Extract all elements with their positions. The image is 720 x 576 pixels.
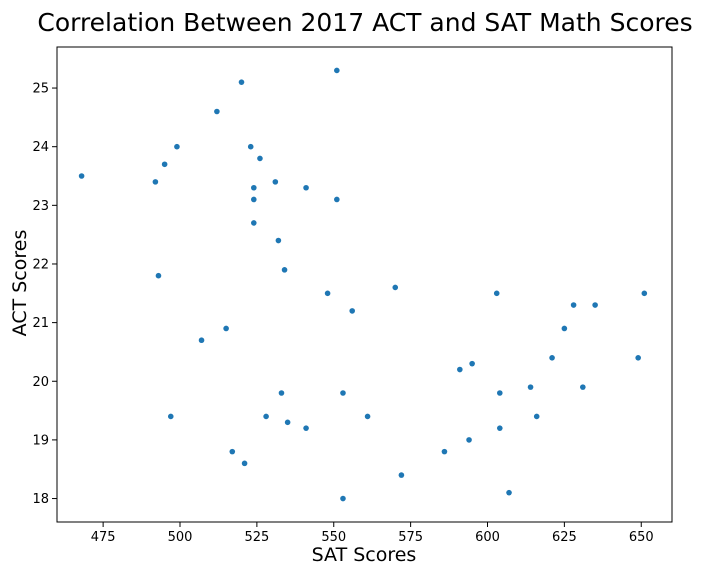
data-point <box>251 220 257 226</box>
data-point <box>364 413 371 420</box>
y-tick-label: 20 <box>32 375 49 390</box>
data-point <box>257 155 263 162</box>
data-point <box>275 237 282 244</box>
data-point <box>592 302 598 308</box>
data-point <box>324 290 331 297</box>
data-point <box>303 184 309 191</box>
data-point <box>466 437 472 443</box>
y-axis: 18 19 20 21 22 23 24 25 <box>32 82 57 507</box>
y-tick-label: 21 <box>32 316 49 331</box>
data-point <box>161 161 168 168</box>
data-point <box>284 419 291 426</box>
y-tick-label: 19 <box>32 433 49 448</box>
data-points <box>78 67 648 502</box>
data-point <box>78 173 85 179</box>
data-point <box>334 67 340 74</box>
data-point <box>635 355 641 361</box>
data-point <box>497 425 503 431</box>
y-axis-label: ACT Scores <box>9 230 31 337</box>
data-point <box>580 384 586 390</box>
data-point <box>441 448 448 455</box>
x-axis: 475 500 525 550 575 600 625 650 <box>91 522 654 545</box>
data-point <box>241 460 248 467</box>
data-point <box>493 290 500 297</box>
data-point <box>214 108 220 115</box>
data-point <box>392 284 399 291</box>
data-point <box>152 179 159 185</box>
data-point <box>334 196 340 203</box>
y-tick-label: 22 <box>32 257 49 272</box>
data-point <box>229 448 236 455</box>
data-point <box>398 472 405 478</box>
chart-title: Correlation Between 2017 ACT and SAT Mat… <box>37 8 692 37</box>
y-tick-label: 24 <box>32 140 49 155</box>
data-point <box>527 384 534 390</box>
x-axis-label: SAT Scores <box>312 544 417 566</box>
data-point <box>251 196 257 203</box>
data-point <box>251 184 257 191</box>
y-tick-label: 23 <box>32 199 49 214</box>
y-tick-label: 18 <box>32 492 49 507</box>
data-point <box>457 366 463 373</box>
x-tick-label: 600 <box>475 530 500 545</box>
data-point <box>223 325 229 332</box>
data-point <box>278 390 285 396</box>
data-point <box>340 390 346 396</box>
data-point <box>533 413 540 420</box>
data-point <box>561 325 568 332</box>
x-tick-label: 500 <box>168 530 193 545</box>
data-point <box>281 267 288 273</box>
data-point <box>340 495 346 502</box>
x-tick-label: 550 <box>321 530 346 545</box>
data-point <box>469 360 475 367</box>
data-point <box>506 489 512 496</box>
data-point <box>349 308 356 314</box>
x-tick-label: 650 <box>629 530 654 545</box>
data-point <box>263 413 269 420</box>
x-tick-label: 525 <box>244 530 269 545</box>
data-point <box>497 390 503 396</box>
x-tick-label: 575 <box>398 530 423 545</box>
plot-area <box>56 46 673 523</box>
data-point <box>174 143 180 150</box>
data-point <box>155 272 162 279</box>
data-point <box>198 337 205 344</box>
x-tick-label: 475 <box>91 530 116 545</box>
data-point <box>641 290 648 297</box>
data-point <box>303 425 309 431</box>
data-point <box>549 355 555 361</box>
data-point <box>167 413 174 420</box>
data-point <box>570 302 577 308</box>
data-point <box>247 143 254 150</box>
data-point <box>238 79 245 85</box>
data-point <box>272 179 279 185</box>
x-tick-label: 625 <box>552 530 577 545</box>
y-tick-label: 25 <box>32 82 49 97</box>
